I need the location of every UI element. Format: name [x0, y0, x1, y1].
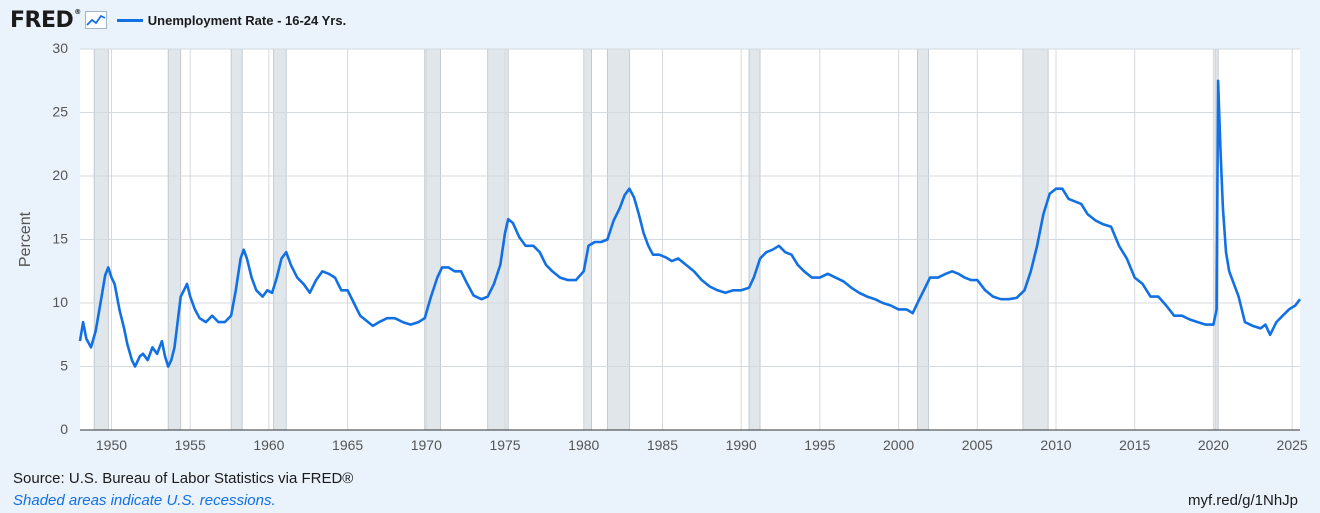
x-tick-label: 1985 [647, 437, 678, 453]
y-axis-label: Percent [17, 211, 34, 267]
y-tick-label: 10 [52, 294, 68, 310]
logo-text: FRED [10, 7, 74, 33]
x-tick-label: 1965 [332, 437, 363, 453]
x-tick-label: 1955 [175, 437, 206, 453]
gridlines [80, 48, 1300, 431]
series-layer [78, 79, 1302, 368]
short-link[interactable]: myf.red/g/1NhJp [1187, 492, 1298, 509]
y-tick-label: 0 [60, 421, 68, 437]
y-tick-label: 5 [60, 358, 68, 374]
series-line [78, 79, 1302, 368]
x-tick-label: 2020 [1198, 437, 1229, 453]
x-tick-label: 2015 [1119, 437, 1150, 453]
y-tick-label: 25 [52, 104, 68, 120]
x-tick-label: 1995 [804, 437, 835, 453]
legend-swatch [116, 18, 143, 22]
x-tick-label: 2005 [962, 437, 993, 453]
x-tick-label: 1970 [411, 437, 442, 453]
x-tick-label: 2010 [1040, 437, 1071, 453]
x-tick-label: 1960 [253, 437, 284, 453]
x-tick-label: 1950 [96, 437, 127, 453]
y-tick-label: 30 [52, 40, 68, 56]
source-text: Source: U.S. Bureau of Labor Statistics … [13, 470, 354, 487]
x-tick-label: 2000 [883, 437, 914, 453]
y-tick-label: 15 [52, 231, 68, 247]
x-tick-label: 1975 [489, 437, 520, 453]
legend-label: Unemployment Rate - 16-24 Yrs. [147, 12, 347, 28]
chart-header: FRED® Unemployment Rate - 16-24 Yrs. [10, 6, 346, 34]
x-tick-label: 2025 [1277, 437, 1308, 453]
registered-mark: ® [74, 7, 81, 16]
x-tick-label: 1990 [726, 437, 757, 453]
y-tick-label: 20 [52, 167, 68, 183]
recession-note: Shaded areas indicate U.S. recessions. [13, 492, 276, 509]
fred-logo[interactable]: FRED® [10, 8, 81, 33]
line-chart-icon [84, 11, 107, 29]
x-tick-label: 1980 [568, 437, 599, 453]
legend: Unemployment Rate - 16-24 Yrs. [116, 12, 347, 28]
